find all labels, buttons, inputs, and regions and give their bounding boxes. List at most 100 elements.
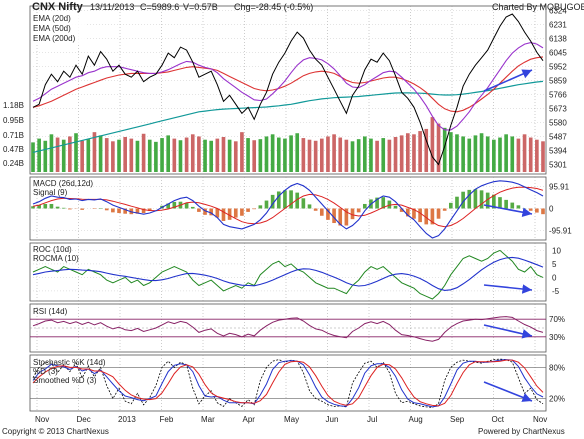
x-tick-label: Nov <box>533 415 547 424</box>
price-tick-label: 5394 <box>549 146 567 155</box>
macd-histogram-bar <box>442 208 447 211</box>
macd-histogram-bar <box>362 203 367 209</box>
volume-bar <box>233 141 238 172</box>
volume-bar <box>276 137 281 172</box>
price-tick-label: 6045 <box>549 48 567 57</box>
x-tick-label: Mar <box>201 415 215 424</box>
price-tick-label: 5580 <box>549 118 567 127</box>
macd-tick-label: -95.91 <box>549 226 572 235</box>
volume-bar <box>356 139 361 172</box>
volume-bar <box>418 131 422 172</box>
legend-rocma: ROCMA (10) <box>33 254 79 263</box>
volume-bar <box>154 141 158 172</box>
volume-bar <box>227 139 232 172</box>
volume-bar <box>319 138 324 172</box>
macd-histogram-bar <box>246 208 250 212</box>
macd-histogram-bar <box>184 202 189 209</box>
y-tick-labels: 6324 6231 6138 6045 5952 5859 5766 5673 5580 5487… <box>549 6 572 403</box>
volume-bar <box>326 136 330 172</box>
rocma-line <box>32 256 544 291</box>
volume-bar <box>522 134 527 172</box>
legend-ema200: EMA (200d) <box>33 34 76 43</box>
volume-bar <box>344 139 349 172</box>
macd-histogram-bar <box>301 198 306 209</box>
volume-bar <box>172 138 177 172</box>
volume-bar <box>381 138 386 172</box>
volume-bar <box>49 134 54 172</box>
volume-bar <box>473 135 478 172</box>
header-date: 13/11/2013 <box>90 2 134 12</box>
volume-bar <box>86 139 91 172</box>
price-tick-label: 5766 <box>549 90 567 99</box>
macd-histogram-bar <box>215 208 220 218</box>
rsi-line <box>32 316 544 342</box>
volume-bar <box>203 139 207 172</box>
x-tick-label: May <box>284 415 299 424</box>
volume-bar <box>436 123 441 172</box>
macd-histogram-bar <box>350 208 355 220</box>
macd-histogram-bar <box>387 200 392 209</box>
x-tick-label: Sep <box>450 415 465 424</box>
chart-title: CNX Nifty <box>32 1 84 13</box>
volume-bar <box>160 138 164 172</box>
macd-histogram-bar <box>356 208 361 213</box>
x-tick-label: Jul <box>367 415 377 424</box>
macd-histogram-bar <box>49 203 54 209</box>
macd-histogram-bar <box>516 205 521 209</box>
macd-histogram-bar <box>295 192 300 209</box>
macd-histogram-bar <box>338 208 343 226</box>
volume-bar <box>246 138 250 172</box>
macd-line <box>32 180 544 239</box>
volume-bar <box>455 134 459 172</box>
volume-bar <box>467 138 472 172</box>
macd-histogram-bar <box>455 196 459 209</box>
volume-bar <box>449 132 453 172</box>
volume-bar <box>424 128 429 172</box>
header-charted-by: Charted By MOBUGOBU <box>492 2 584 12</box>
stoch-panel <box>29 354 547 412</box>
macd-histogram-bar <box>473 189 478 209</box>
macd-histogram-bar <box>510 202 515 209</box>
macd-histogram-bar <box>430 208 435 225</box>
macd-histogram-bar <box>479 190 484 209</box>
macd-histogram-bar <box>264 200 269 209</box>
volume-bar <box>375 140 379 172</box>
stoch-tick-label: 80% <box>549 363 565 372</box>
macd-histogram-bar <box>104 208 109 211</box>
macd-histogram-bar <box>197 208 201 212</box>
macd-histogram-bar <box>135 208 140 214</box>
volume-bar <box>362 136 367 172</box>
macd-histogram-bar <box>172 201 177 209</box>
volume-bar <box>393 137 398 172</box>
volume-bar <box>104 138 109 172</box>
volume-bar <box>98 135 103 172</box>
macd-histogram-bar <box>313 208 318 211</box>
volume-label-4: 0.47B <box>3 145 24 154</box>
macd-histogram-bar <box>221 208 226 221</box>
volume-bar <box>240 132 244 172</box>
trend-arrow <box>483 324 533 339</box>
volume-bar <box>258 139 263 172</box>
macd-histogram-bar <box>276 191 281 209</box>
macd-histogram-bar <box>541 208 545 215</box>
volume-bar <box>166 135 171 172</box>
price-tick-label: 5301 <box>549 160 567 169</box>
x-tick-label: Apr <box>243 415 256 424</box>
macd-histogram-bar <box>405 208 410 217</box>
volume-bar <box>442 127 447 172</box>
footer-powered-by: Powered by ChartNexus <box>478 427 565 436</box>
price-tick-label: 6324 <box>549 6 567 15</box>
volume-label-5: 0.24B <box>3 159 24 168</box>
macd-histogram-bar <box>498 197 502 209</box>
volume-bar <box>61 139 66 172</box>
volume-bar <box>350 141 355 172</box>
x-tick-label: Aug <box>409 415 423 424</box>
macd-histogram-bar <box>418 208 422 223</box>
roc-line <box>32 249 544 300</box>
volume-bar <box>461 136 465 172</box>
volume-label-1: 1.18B <box>3 101 24 110</box>
stoch-series <box>30 358 546 408</box>
volume-bar <box>541 141 545 172</box>
macd-histogram-bar <box>270 194 275 209</box>
macd-histogram-bar <box>61 207 66 209</box>
